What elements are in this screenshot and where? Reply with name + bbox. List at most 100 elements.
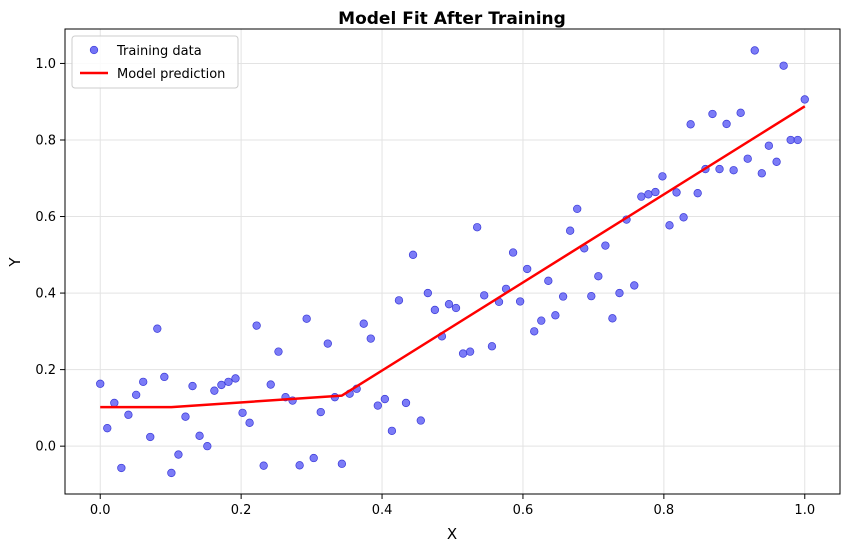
data-point [139,377,148,387]
y-tick-label: 0.6 [35,210,56,225]
plot-frame [64,28,841,495]
data-point [401,398,411,408]
data-point [601,241,610,250]
data-point [473,223,482,232]
x-tick-label: 0.6 [513,503,534,518]
data-point [566,226,575,235]
data-point [160,372,169,382]
x-tick-label: 1.0 [794,503,815,518]
data-point [793,135,802,145]
data-point [153,324,162,333]
data-point [515,297,525,306]
data-point [259,461,268,470]
data-point [715,164,724,174]
model-prediction-line [100,105,806,409]
data-point [416,416,425,425]
data-point [195,431,204,440]
data-point [573,204,582,214]
data-point [110,398,119,408]
data-point [779,61,788,70]
data-point [203,442,212,451]
data-point [217,380,226,390]
data-point [594,272,603,281]
data-point [722,119,731,129]
data-point [124,410,133,419]
legend: Training data Model prediction [71,35,239,89]
data-point [188,381,197,391]
data-point [587,291,596,301]
legend-label-model-prediction: Model prediction [117,67,225,82]
data-point [238,408,247,418]
data-point [686,120,695,129]
x-tick-label: 0.4 [372,503,393,518]
data-point [302,314,311,323]
data-point [423,288,432,298]
data-point [608,314,617,323]
data-point [800,95,809,104]
y-tick-label: 0.2 [35,363,56,378]
data-point [174,450,183,459]
data-point [366,334,375,343]
data-point [408,250,418,259]
y-tick-label: 0.0 [35,440,56,455]
data-point [337,459,347,468]
data-point [537,316,546,325]
data-point [103,424,112,433]
data-point [750,46,759,55]
data-point [487,342,497,351]
data-point [117,463,126,473]
data-point [359,319,368,328]
data-point [729,166,738,175]
y-tick-label: 1.0 [35,57,56,72]
data-point [451,303,461,313]
data-point [274,347,283,356]
data-layer [96,46,809,478]
data-point [295,461,304,470]
ticks: 0.0 0.2 0.4 0.6 0.8 1.0 0.0 0.2 0.4 0.6 0.8 1.0 [35,57,815,518]
data-point [373,401,382,410]
data-point [708,109,717,119]
data-point [323,339,332,348]
data-point [444,300,454,309]
data-point [679,213,688,222]
data-point [665,221,674,230]
data-point [693,189,702,198]
data-point [544,276,553,285]
data-point [523,264,532,274]
data-point [644,190,653,199]
x-tick-label: 0.8 [654,503,675,518]
x-tick-label: 0.2 [231,503,252,518]
data-point [266,380,275,389]
data-point [651,187,660,197]
data-point [637,192,646,201]
grid [65,29,840,494]
legend-marker-training-data [89,45,99,55]
data-point [96,379,105,388]
y-axis-label: Y [6,257,24,268]
legend-label-training-data: Training data [116,44,202,59]
data-point [309,453,318,463]
data-point [394,296,404,305]
data-point [508,248,518,257]
data-point [480,291,489,300]
data-point [224,377,233,387]
data-point [630,281,639,290]
data-point [231,374,240,383]
y-tick-label: 0.4 [35,287,56,302]
data-point [672,188,681,197]
x-axis-label: X [447,525,457,543]
data-point [210,386,219,395]
data-point [146,432,155,442]
data-point [786,135,795,145]
data-point [743,154,752,163]
data-point [558,292,568,301]
y-tick-label: 0.8 [35,133,56,148]
data-point [181,412,190,421]
data-point [772,157,781,166]
data-point [465,347,475,356]
data-point [430,305,440,315]
legend-box [71,35,239,89]
chart-title: Model Fit After Training [338,9,566,29]
